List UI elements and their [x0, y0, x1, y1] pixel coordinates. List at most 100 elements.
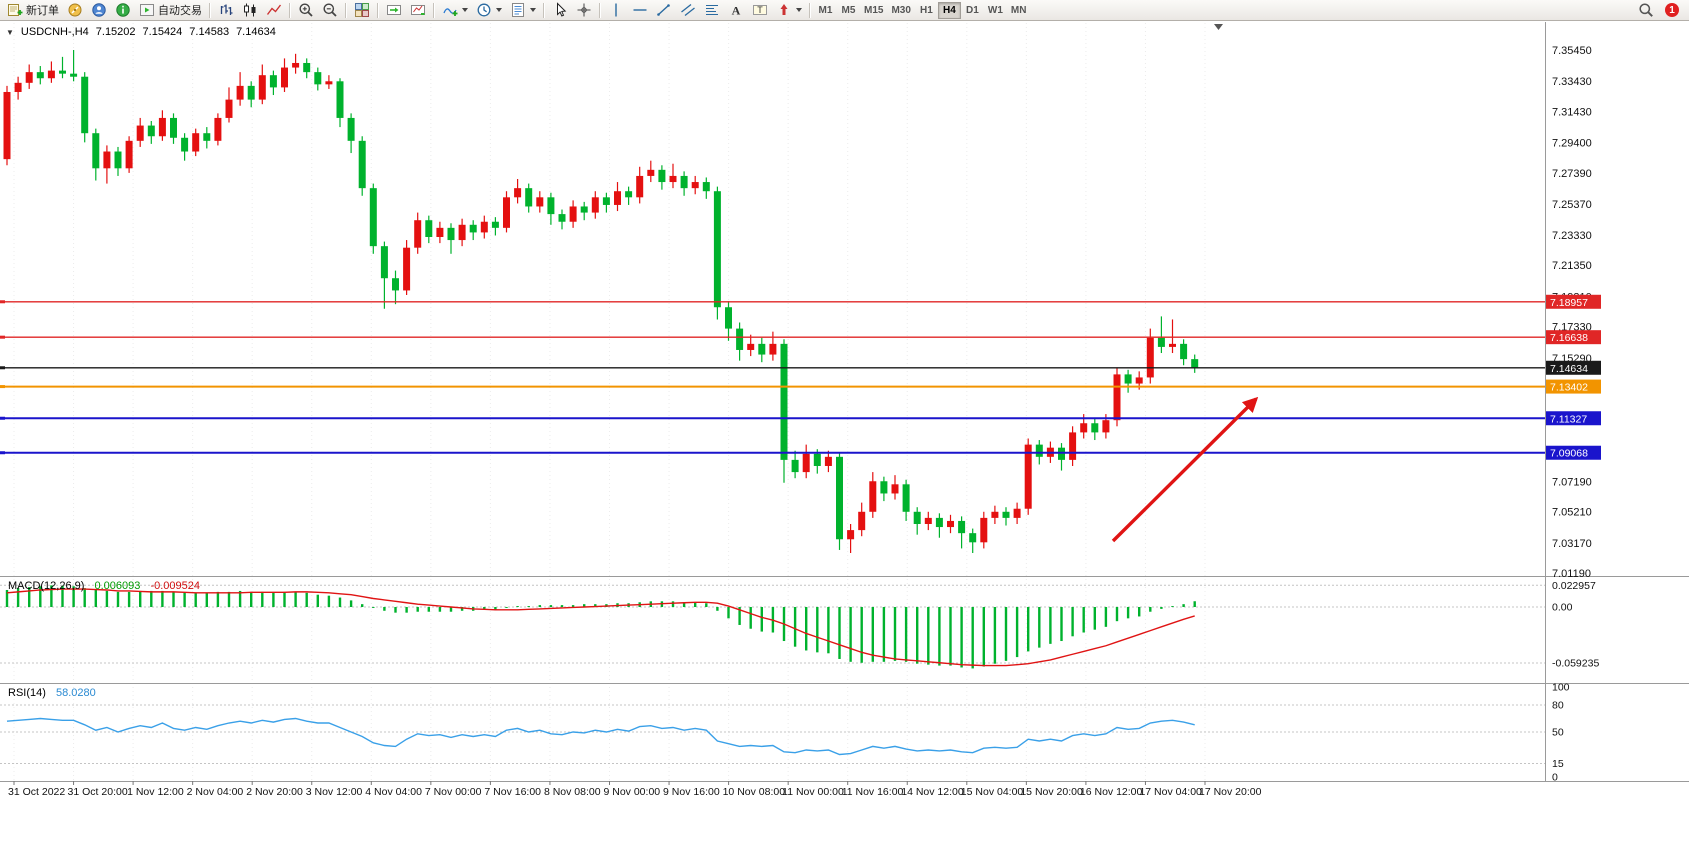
info-icon — [116, 3, 130, 17]
candlestick-icon — [244, 3, 256, 17]
price-tags: 7.18957 7.16638 7.14634 7.13402 7.11327 7.090… — [1546, 294, 1601, 460]
svg-text:14 Nov 12:00: 14 Nov 12:00 — [901, 786, 964, 798]
price-level-lines[interactable] — [0, 300, 1545, 455]
svg-text:7.21350: 7.21350 — [1552, 260, 1592, 272]
svg-text:17 Nov 20:00: 17 Nov 20:00 — [1199, 786, 1262, 798]
chart-symbol-timeframe: USDCNH-,H4 — [20, 26, 89, 38]
toolbar-separator — [377, 2, 379, 18]
arrows-icon — [780, 4, 788, 15]
svg-text:0.00: 0.00 — [1552, 602, 1573, 614]
macd-main-value: 0.006093 — [94, 580, 141, 592]
toolbar-templates-button[interactable] — [506, 1, 540, 20]
toolbar-separator — [433, 2, 435, 18]
svg-text:10 Nov 08:00: 10 Nov 08:00 — [723, 786, 786, 798]
autotrade-icon — [140, 4, 154, 16]
toolbar-candlestick-chart-button[interactable] — [238, 1, 262, 20]
svg-text:7 Nov 16:00: 7 Nov 16:00 — [484, 786, 541, 798]
toolbar-indicators-button[interactable] — [438, 1, 472, 20]
toolbar-separator — [599, 2, 601, 18]
timeframe-h4-button[interactable]: H4 — [937, 1, 961, 19]
toolbar-separator — [289, 2, 291, 18]
toolbar-cursor-button[interactable] — [548, 1, 572, 20]
collapse-chart-icon[interactable]: ▼ — [6, 27, 14, 37]
toolbar-auto-scroll-button[interactable] — [382, 1, 406, 20]
toolbar-news-button[interactable] — [111, 1, 135, 20]
svg-text:31 Oct 20:00: 31 Oct 20:00 — [68, 786, 128, 798]
svg-text:50: 50 — [1552, 727, 1564, 739]
timeframe-m5-button[interactable]: M5 — [837, 2, 860, 19]
svg-text:11 Nov 16:00: 11 Nov 16:00 — [842, 786, 904, 798]
line-chart-icon — [266, 4, 282, 15]
toolbar-trendline-button[interactable] — [652, 1, 676, 20]
macd-name: MACD(12,26,9) — [8, 580, 85, 592]
chart-header: ▼ USDCNH-,H4 7.15202 7.15424 7.14583 7.1… — [6, 26, 276, 38]
toolbar-text-label-button[interactable]: T — [748, 1, 772, 20]
toolbar-chart-shift-button[interactable] — [406, 1, 430, 20]
chart-shift-icon — [411, 5, 425, 15]
svg-text:9 Nov 16:00: 9 Nov 16:00 — [663, 786, 720, 798]
svg-text:15 Nov 04:00: 15 Nov 04:00 — [961, 786, 1024, 798]
timeframe-d1-button[interactable]: D1 — [961, 2, 984, 19]
toolbar-separator — [345, 2, 347, 18]
svg-text:7.14634: 7.14634 — [1550, 363, 1588, 375]
toolbar-right-cluster: 1 — [1634, 1, 1686, 20]
toolbar-profile-button[interactable] — [87, 1, 111, 20]
timeframe-m15-button[interactable]: M15 — [860, 2, 887, 19]
toolbar-separator — [809, 2, 811, 18]
toolbar-periods-button[interactable] — [472, 1, 506, 20]
svg-text:17 Nov 04:00: 17 Nov 04:00 — [1139, 786, 1202, 798]
toolbar-horizontal-line-button[interactable] — [628, 1, 652, 20]
rsi-name: RSI(14) — [8, 687, 46, 699]
toolbar-zoom-out-button[interactable] — [318, 1, 342, 20]
timeframe-mn-button[interactable]: MN — [1007, 2, 1031, 19]
chevron-down-icon — [496, 8, 502, 12]
rsi-indicator-label: RSI(14) 58.0280 — [8, 687, 96, 699]
search-button[interactable] — [1634, 1, 1658, 20]
horizontal-line-icon — [633, 9, 647, 11]
chevron-down-icon — [796, 8, 802, 12]
toolbar-arrows-button[interactable] — [772, 1, 806, 20]
toolbar-tile-windows-button[interactable] — [350, 1, 374, 20]
templates-icon — [512, 3, 524, 17]
timeframe-w1-button[interactable]: W1 — [984, 2, 1007, 19]
toolbar-vertical-line-button[interactable] — [604, 1, 628, 20]
chart-shift-marker[interactable] — [1214, 24, 1223, 30]
toolbar-text-button[interactable]: A — [724, 1, 748, 20]
toolbar-zoom-in-button[interactable] — [294, 1, 318, 20]
toolbar-separator — [209, 2, 211, 18]
toolbar-line-chart-button[interactable] — [262, 1, 286, 20]
time-axis[interactable]: 31 Oct 2022 31 Oct 20:00 1 Nov 12:00 2 Nov … — [8, 781, 1262, 798]
toolbar-bar-chart-button[interactable] — [214, 1, 238, 20]
svg-text:2 Nov 20:00: 2 Nov 20:00 — [246, 786, 303, 798]
trend-arrow-annotation[interactable] — [1111, 396, 1259, 543]
macd-indicator-label: MACD(12,26,9) 0.006093 -0.009524 — [8, 580, 200, 592]
trendline-icon — [657, 4, 670, 16]
timeframe-h1-button[interactable]: H1 — [915, 2, 938, 19]
text-icon: A — [732, 4, 741, 18]
indicators-icon — [443, 8, 458, 16]
ohlc-open: 7.15202 — [95, 26, 136, 38]
svg-text:7.11327: 7.11327 — [1550, 413, 1587, 425]
svg-text:T: T — [757, 5, 763, 15]
toolbar-crosshair-button[interactable] — [572, 1, 596, 20]
toolbar-new-order-button[interactable]: 新订单 — [3, 1, 63, 20]
timeframe-m30-button[interactable]: M30 — [887, 2, 914, 19]
svg-text:31 Oct 2022: 31 Oct 2022 — [8, 786, 65, 798]
toolbar-auto-trading-label: 自动交易 — [158, 5, 202, 17]
toolbar-auto-trading-button[interactable]: 自动交易 — [135, 1, 206, 20]
svg-text:9 Nov 00:00: 9 Nov 00:00 — [604, 786, 661, 798]
toolbar-new-order-label: 新订单 — [26, 5, 59, 17]
toolbar-market-watch-button[interactable] — [63, 1, 87, 20]
toolbar-fibonacci-button[interactable] — [700, 1, 724, 20]
ohlc-low: 7.14583 — [189, 26, 230, 38]
cursor-icon — [557, 2, 567, 17]
periods-icon — [477, 3, 491, 17]
svg-text:100: 100 — [1552, 682, 1570, 694]
toolbar-channel-button[interactable] — [676, 1, 700, 20]
notification-badge[interactable]: 1 — [1665, 3, 1679, 17]
timeframe-m1-button[interactable]: M1 — [814, 2, 837, 19]
indicator-axis: 0.022957 0.00 -0.059235 100 80 50 15 0 — [1552, 580, 1599, 784]
svg-text:-0.059235: -0.059235 — [1552, 657, 1599, 669]
new-order-icon — [8, 4, 23, 16]
